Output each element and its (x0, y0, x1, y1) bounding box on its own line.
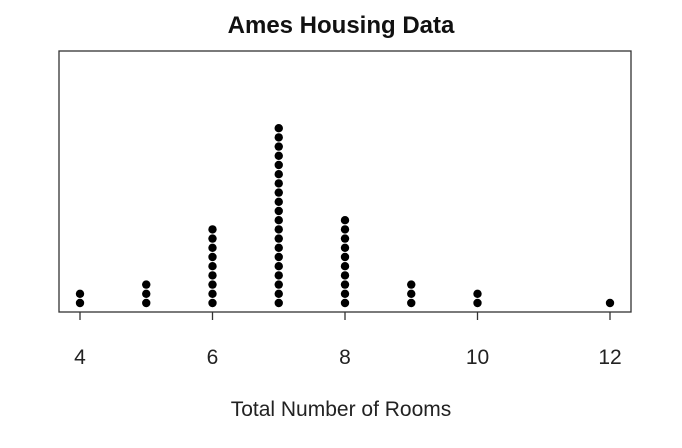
data-point (208, 252, 217, 262)
data-point (142, 298, 151, 308)
data-point (340, 225, 350, 234)
data-point (208, 289, 217, 298)
data-point (274, 142, 283, 151)
data-point (75, 289, 85, 298)
data-point (208, 243, 217, 252)
data-point (340, 298, 350, 308)
data-point (340, 252, 350, 262)
data-point (274, 289, 283, 298)
data-point (407, 280, 416, 289)
data-point (340, 234, 350, 243)
x-tick-label: 10 (466, 346, 489, 369)
data-point (407, 298, 416, 308)
x-tick-label: 6 (207, 346, 219, 369)
data-point (208, 280, 217, 289)
data-point (340, 289, 350, 298)
data-point (274, 188, 283, 197)
data-point (274, 252, 283, 262)
data-point (407, 289, 416, 298)
data-point (274, 262, 283, 271)
data-point (208, 262, 217, 271)
data-point (340, 262, 350, 271)
data-point (473, 289, 482, 298)
x-axis: 4 6 8 10 12 (74, 312, 622, 369)
x-tick-label: 12 (598, 346, 621, 369)
data-point (274, 234, 283, 243)
data-point (274, 179, 283, 188)
data-point (340, 243, 350, 252)
data-point (208, 225, 217, 234)
data-point (274, 298, 283, 308)
data-point (274, 151, 283, 160)
data-point (274, 216, 283, 225)
data-point (274, 225, 283, 234)
data-point (274, 133, 283, 142)
dot-series (75, 124, 615, 308)
data-point (274, 170, 283, 179)
x-tick-label: 4 (74, 346, 86, 369)
data-point (142, 280, 151, 289)
data-point (208, 271, 217, 280)
data-point (208, 298, 217, 308)
data-point (274, 280, 283, 289)
chart-title: Ames Housing Data (227, 12, 455, 39)
data-point (340, 280, 350, 289)
x-tick-label: 8 (339, 346, 351, 369)
x-axis-label: Total Number of Rooms (230, 398, 452, 421)
data-point (340, 216, 350, 225)
data-point (142, 289, 151, 298)
data-point (274, 124, 283, 133)
data-point (274, 160, 283, 170)
data-point (274, 271, 283, 280)
data-point (340, 271, 350, 280)
data-point (274, 206, 283, 216)
data-point (274, 197, 283, 206)
data-point (208, 234, 217, 243)
data-point (473, 298, 482, 308)
data-point (75, 298, 85, 308)
data-point (605, 298, 615, 308)
data-point (274, 243, 283, 252)
